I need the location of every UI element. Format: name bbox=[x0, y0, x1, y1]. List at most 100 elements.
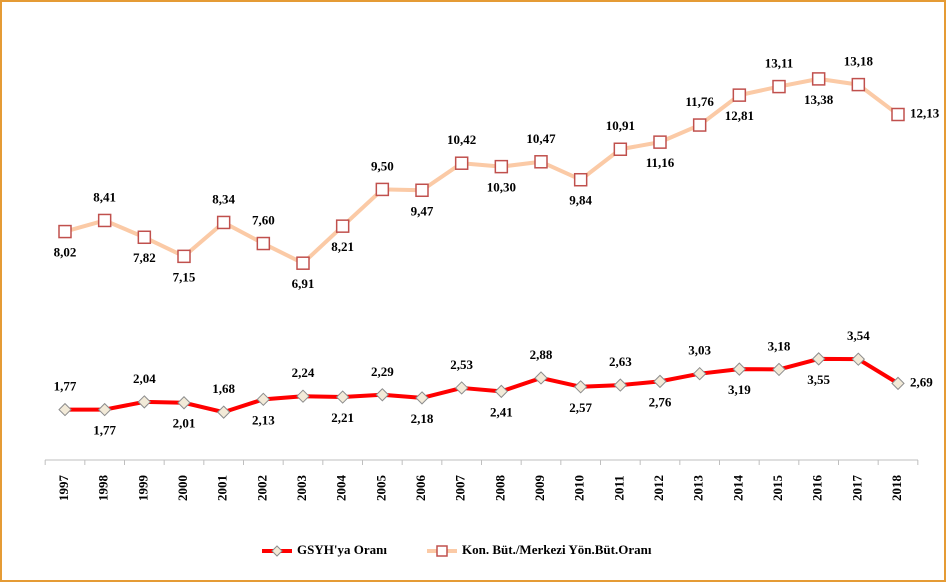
point-marker bbox=[851, 77, 866, 92]
point-marker bbox=[97, 402, 112, 417]
point-marker bbox=[137, 230, 152, 245]
data-label: 10,91 bbox=[606, 118, 635, 133]
data-label: 2,21 bbox=[331, 410, 354, 425]
series-line bbox=[65, 356, 900, 415]
point-marker bbox=[653, 374, 667, 389]
data-label: 10,42 bbox=[447, 132, 476, 147]
point-marker bbox=[454, 381, 469, 395]
data-label: 3,18 bbox=[768, 338, 791, 353]
point-marker bbox=[256, 392, 271, 407]
point-marker bbox=[375, 182, 390, 197]
data-label: 1,68 bbox=[212, 381, 235, 396]
point-marker bbox=[573, 380, 588, 394]
point-marker bbox=[177, 249, 191, 264]
data-label: 13,18 bbox=[844, 54, 874, 69]
data-label: 10,47 bbox=[526, 131, 556, 146]
point-marker bbox=[58, 224, 72, 239]
data-label: 1,77 bbox=[93, 423, 116, 438]
x-tick-label: 1999 bbox=[135, 475, 150, 502]
data-label: 11,16 bbox=[646, 155, 675, 170]
point-marker bbox=[296, 389, 310, 403]
point-marker bbox=[613, 142, 628, 157]
point-marker bbox=[891, 107, 905, 122]
legend-label: GSYH'ya Oranı bbox=[297, 542, 387, 557]
x-tick-label: 2009 bbox=[532, 475, 547, 502]
series-line bbox=[64, 76, 900, 266]
data-label: 3,55 bbox=[807, 372, 830, 387]
point-marker bbox=[494, 159, 509, 174]
data-label: 2,57 bbox=[569, 400, 592, 415]
legend-label: Kon. Büt./Merkezi Yön.Büt.Oranı bbox=[462, 542, 652, 557]
point-marker bbox=[772, 79, 786, 94]
point-marker bbox=[216, 405, 231, 419]
point-marker bbox=[335, 390, 350, 404]
point-marker bbox=[692, 118, 707, 132]
data-label: 13,11 bbox=[765, 56, 794, 71]
point-marker bbox=[732, 88, 747, 102]
x-tick-label: 1997 bbox=[56, 475, 71, 502]
legend-marker bbox=[271, 545, 283, 557]
point-marker bbox=[573, 172, 588, 187]
point-marker bbox=[454, 156, 469, 170]
point-marker bbox=[732, 362, 747, 376]
point-marker bbox=[851, 352, 866, 366]
data-label: 12,81 bbox=[725, 108, 754, 123]
data-label: 8,02 bbox=[54, 245, 77, 260]
point-marker bbox=[653, 135, 667, 149]
x-tick-label: 2005 bbox=[373, 475, 388, 502]
legend-marker bbox=[436, 545, 448, 557]
point-marker bbox=[494, 384, 509, 399]
data-label: 12,13 bbox=[910, 105, 940, 120]
data-label: 7,82 bbox=[133, 250, 156, 265]
data-label: 9,50 bbox=[371, 158, 394, 173]
point-marker bbox=[811, 352, 826, 366]
data-label: 2,88 bbox=[530, 347, 553, 362]
x-tick-label: 2017 bbox=[849, 475, 864, 502]
x-tick-label: 2012 bbox=[651, 475, 666, 501]
point-marker bbox=[415, 183, 429, 198]
x-tick-label: 2014 bbox=[730, 475, 745, 502]
data-label: 7,60 bbox=[252, 213, 275, 228]
data-label: 11,76 bbox=[685, 94, 714, 109]
point-marker bbox=[335, 219, 350, 233]
data-label: 2,41 bbox=[490, 404, 513, 419]
x-tick-label: 2006 bbox=[413, 475, 428, 502]
x-tick-label: 2015 bbox=[770, 475, 785, 502]
point-marker bbox=[296, 256, 310, 270]
data-label: 6,91 bbox=[292, 276, 315, 291]
point-marker bbox=[216, 215, 231, 230]
point-marker bbox=[137, 395, 152, 409]
point-marker bbox=[772, 362, 786, 377]
x-tick-label: 2008 bbox=[492, 475, 507, 502]
data-label: 2,69 bbox=[910, 374, 933, 389]
data-label: 3,19 bbox=[728, 382, 751, 397]
data-label: 2,29 bbox=[371, 364, 394, 379]
x-tick-label: 2007 bbox=[453, 475, 468, 502]
data-label: 7,15 bbox=[173, 269, 196, 284]
point-marker bbox=[415, 391, 429, 405]
point-marker bbox=[534, 155, 548, 169]
x-tick-label: 2010 bbox=[572, 475, 587, 501]
data-label: 2,24 bbox=[292, 365, 315, 380]
data-label: 2,13 bbox=[252, 412, 275, 427]
data-label: 2,04 bbox=[133, 371, 156, 386]
x-tick-label: 2003 bbox=[294, 475, 309, 502]
x-tick-label: 2002 bbox=[254, 475, 269, 501]
point-marker bbox=[375, 388, 390, 402]
data-label: 2,18 bbox=[411, 411, 434, 426]
data-label: 2,63 bbox=[609, 354, 632, 369]
data-label: 8,41 bbox=[93, 189, 116, 204]
data-label: 2,76 bbox=[649, 394, 672, 409]
data-label: 3,54 bbox=[847, 328, 870, 343]
point-marker bbox=[692, 366, 707, 381]
x-tick-label: 2011 bbox=[611, 475, 626, 500]
point-marker bbox=[613, 378, 628, 392]
point-marker bbox=[256, 236, 271, 251]
x-tick-label: 1998 bbox=[96, 475, 111, 502]
x-tick-label: 2018 bbox=[889, 475, 904, 502]
data-label: 3,03 bbox=[688, 343, 711, 358]
data-label: 9,47 bbox=[411, 203, 434, 218]
